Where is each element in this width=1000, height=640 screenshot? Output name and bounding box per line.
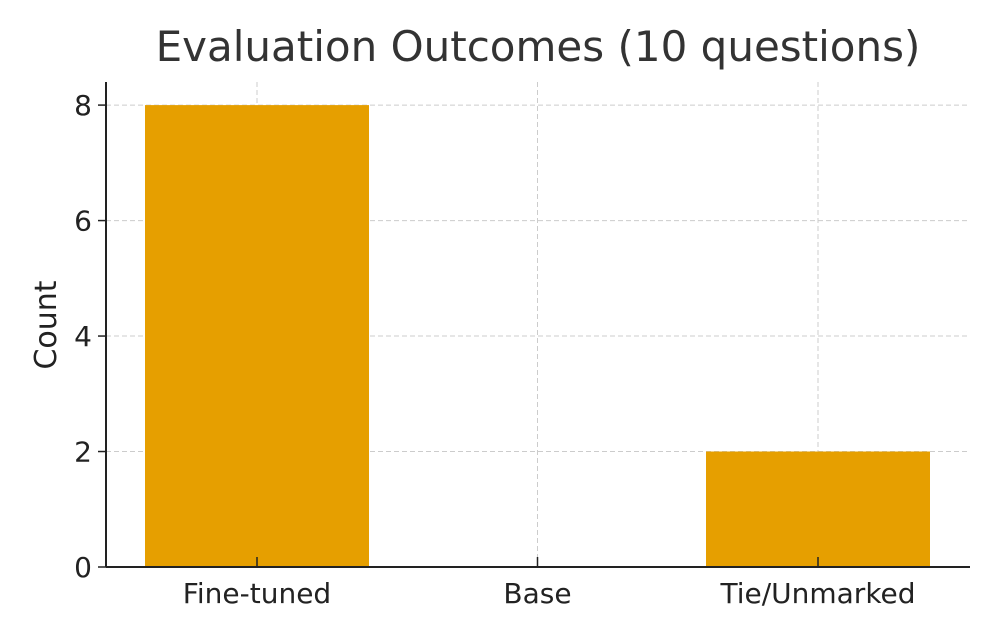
chart-title: Evaluation Outcomes (10 questions) [155, 22, 921, 71]
bar-fine-tuned [145, 105, 369, 567]
x-tick-label: Base [503, 577, 571, 610]
y-tick-label: 4 [74, 320, 92, 353]
x-tick-label: Fine-tuned [183, 577, 331, 610]
y-axis-label: Count [29, 280, 64, 369]
bar-layer [145, 105, 930, 567]
x-tick-label: Tie/Unmarked [719, 577, 915, 610]
y-tick-label: 8 [74, 89, 92, 122]
y-tick-label: 2 [74, 436, 92, 469]
bar-tie-unmarked [706, 451, 930, 567]
y-tick-label: 6 [74, 205, 92, 238]
y-tick-label: 0 [74, 551, 92, 584]
axis-layer: 0 2 4 6 8 Fine-tuned Base Tie/Unmarked [74, 82, 970, 610]
